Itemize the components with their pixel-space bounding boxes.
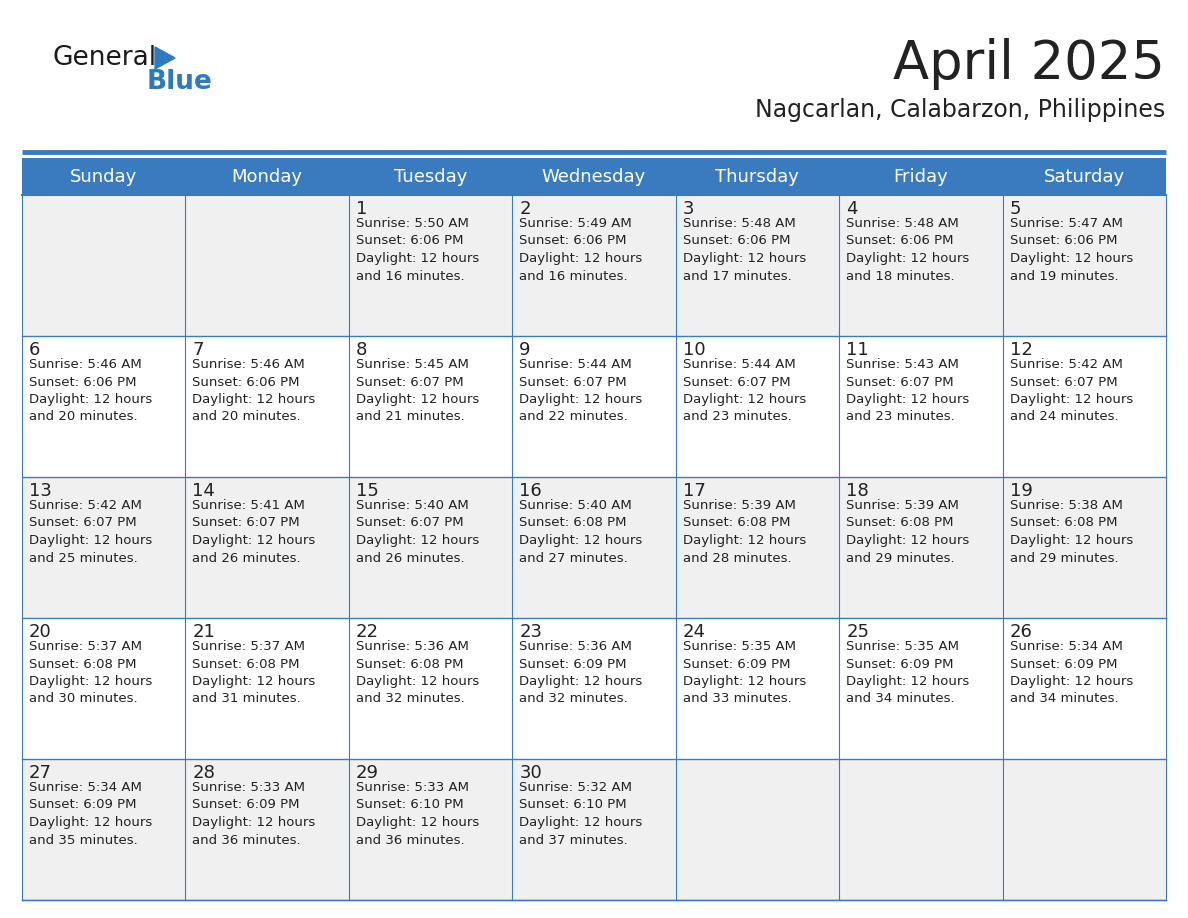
Text: Sunrise: 5:42 AM
Sunset: 6:07 PM
Daylight: 12 hours
and 24 minutes.: Sunrise: 5:42 AM Sunset: 6:07 PM Dayligh… bbox=[1010, 358, 1133, 423]
Text: 15: 15 bbox=[356, 482, 379, 500]
Text: 18: 18 bbox=[846, 482, 868, 500]
Text: Friday: Friday bbox=[893, 167, 948, 185]
Text: 22: 22 bbox=[356, 623, 379, 641]
Text: 19: 19 bbox=[1010, 482, 1032, 500]
Text: April 2025: April 2025 bbox=[893, 38, 1165, 90]
Text: Sunday: Sunday bbox=[70, 167, 138, 185]
Text: 25: 25 bbox=[846, 623, 870, 641]
Text: 6: 6 bbox=[29, 341, 40, 359]
Text: Sunrise: 5:50 AM
Sunset: 6:06 PM
Daylight: 12 hours
and 16 minutes.: Sunrise: 5:50 AM Sunset: 6:06 PM Dayligh… bbox=[356, 217, 479, 283]
Text: Sunrise: 5:43 AM
Sunset: 6:07 PM
Daylight: 12 hours
and 23 minutes.: Sunrise: 5:43 AM Sunset: 6:07 PM Dayligh… bbox=[846, 358, 969, 423]
Bar bbox=[23, 477, 1165, 618]
Text: 29: 29 bbox=[356, 764, 379, 782]
Text: 10: 10 bbox=[683, 341, 706, 359]
Text: Sunrise: 5:33 AM
Sunset: 6:09 PM
Daylight: 12 hours
and 36 minutes.: Sunrise: 5:33 AM Sunset: 6:09 PM Dayligh… bbox=[192, 781, 316, 846]
Text: Sunrise: 5:34 AM
Sunset: 6:09 PM
Daylight: 12 hours
and 34 minutes.: Sunrise: 5:34 AM Sunset: 6:09 PM Dayligh… bbox=[1010, 640, 1133, 706]
Text: Sunrise: 5:42 AM
Sunset: 6:07 PM
Daylight: 12 hours
and 25 minutes.: Sunrise: 5:42 AM Sunset: 6:07 PM Dayligh… bbox=[29, 499, 152, 565]
Text: 13: 13 bbox=[29, 482, 52, 500]
Text: Thursday: Thursday bbox=[715, 167, 800, 185]
Text: Tuesday: Tuesday bbox=[394, 167, 467, 185]
Bar bbox=[23, 618, 1165, 759]
Text: Sunrise: 5:48 AM
Sunset: 6:06 PM
Daylight: 12 hours
and 17 minutes.: Sunrise: 5:48 AM Sunset: 6:06 PM Dayligh… bbox=[683, 217, 805, 283]
Text: 2: 2 bbox=[519, 200, 531, 218]
Text: 30: 30 bbox=[519, 764, 542, 782]
Text: 21: 21 bbox=[192, 623, 215, 641]
Text: Blue: Blue bbox=[147, 69, 213, 95]
Text: 27: 27 bbox=[29, 764, 52, 782]
Bar bbox=[23, 759, 1165, 900]
Text: 14: 14 bbox=[192, 482, 215, 500]
Text: Sunrise: 5:35 AM
Sunset: 6:09 PM
Daylight: 12 hours
and 34 minutes.: Sunrise: 5:35 AM Sunset: 6:09 PM Dayligh… bbox=[846, 640, 969, 706]
Text: 9: 9 bbox=[519, 341, 531, 359]
Bar bbox=[23, 195, 1165, 336]
Text: 20: 20 bbox=[29, 623, 52, 641]
Text: 1: 1 bbox=[356, 200, 367, 218]
Text: Sunrise: 5:38 AM
Sunset: 6:08 PM
Daylight: 12 hours
and 29 minutes.: Sunrise: 5:38 AM Sunset: 6:08 PM Dayligh… bbox=[1010, 499, 1133, 565]
Text: Monday: Monday bbox=[232, 167, 303, 185]
Text: 23: 23 bbox=[519, 623, 542, 641]
Text: 26: 26 bbox=[1010, 623, 1032, 641]
Text: Saturday: Saturday bbox=[1044, 167, 1125, 185]
Text: 24: 24 bbox=[683, 623, 706, 641]
Bar bbox=[23, 336, 1165, 477]
Text: General: General bbox=[52, 45, 156, 71]
Text: Sunrise: 5:48 AM
Sunset: 6:06 PM
Daylight: 12 hours
and 18 minutes.: Sunrise: 5:48 AM Sunset: 6:06 PM Dayligh… bbox=[846, 217, 969, 283]
Polygon shape bbox=[154, 47, 175, 69]
Bar bbox=[23, 158, 1165, 195]
Text: Sunrise: 5:46 AM
Sunset: 6:06 PM
Daylight: 12 hours
and 20 minutes.: Sunrise: 5:46 AM Sunset: 6:06 PM Dayligh… bbox=[192, 358, 316, 423]
Text: 4: 4 bbox=[846, 200, 858, 218]
Text: Sunrise: 5:37 AM
Sunset: 6:08 PM
Daylight: 12 hours
and 30 minutes.: Sunrise: 5:37 AM Sunset: 6:08 PM Dayligh… bbox=[29, 640, 152, 706]
Text: Nagcarlan, Calabarzon, Philippines: Nagcarlan, Calabarzon, Philippines bbox=[754, 98, 1165, 122]
Text: Sunrise: 5:40 AM
Sunset: 6:07 PM
Daylight: 12 hours
and 26 minutes.: Sunrise: 5:40 AM Sunset: 6:07 PM Dayligh… bbox=[356, 499, 479, 565]
Text: 17: 17 bbox=[683, 482, 706, 500]
Text: Sunrise: 5:39 AM
Sunset: 6:08 PM
Daylight: 12 hours
and 29 minutes.: Sunrise: 5:39 AM Sunset: 6:08 PM Dayligh… bbox=[846, 499, 969, 565]
Text: Sunrise: 5:40 AM
Sunset: 6:08 PM
Daylight: 12 hours
and 27 minutes.: Sunrise: 5:40 AM Sunset: 6:08 PM Dayligh… bbox=[519, 499, 643, 565]
Text: Sunrise: 5:44 AM
Sunset: 6:07 PM
Daylight: 12 hours
and 22 minutes.: Sunrise: 5:44 AM Sunset: 6:07 PM Dayligh… bbox=[519, 358, 643, 423]
Text: Sunrise: 5:33 AM
Sunset: 6:10 PM
Daylight: 12 hours
and 36 minutes.: Sunrise: 5:33 AM Sunset: 6:10 PM Dayligh… bbox=[356, 781, 479, 846]
Text: Sunrise: 5:41 AM
Sunset: 6:07 PM
Daylight: 12 hours
and 26 minutes.: Sunrise: 5:41 AM Sunset: 6:07 PM Dayligh… bbox=[192, 499, 316, 565]
Text: Sunrise: 5:47 AM
Sunset: 6:06 PM
Daylight: 12 hours
and 19 minutes.: Sunrise: 5:47 AM Sunset: 6:06 PM Dayligh… bbox=[1010, 217, 1133, 283]
Text: Sunrise: 5:44 AM
Sunset: 6:07 PM
Daylight: 12 hours
and 23 minutes.: Sunrise: 5:44 AM Sunset: 6:07 PM Dayligh… bbox=[683, 358, 805, 423]
Text: Sunrise: 5:36 AM
Sunset: 6:08 PM
Daylight: 12 hours
and 32 minutes.: Sunrise: 5:36 AM Sunset: 6:08 PM Dayligh… bbox=[356, 640, 479, 706]
Text: 16: 16 bbox=[519, 482, 542, 500]
Text: Sunrise: 5:39 AM
Sunset: 6:08 PM
Daylight: 12 hours
and 28 minutes.: Sunrise: 5:39 AM Sunset: 6:08 PM Dayligh… bbox=[683, 499, 805, 565]
Text: Sunrise: 5:36 AM
Sunset: 6:09 PM
Daylight: 12 hours
and 32 minutes.: Sunrise: 5:36 AM Sunset: 6:09 PM Dayligh… bbox=[519, 640, 643, 706]
Text: 12: 12 bbox=[1010, 341, 1032, 359]
Text: 28: 28 bbox=[192, 764, 215, 782]
Text: Sunrise: 5:49 AM
Sunset: 6:06 PM
Daylight: 12 hours
and 16 minutes.: Sunrise: 5:49 AM Sunset: 6:06 PM Dayligh… bbox=[519, 217, 643, 283]
Text: Sunrise: 5:45 AM
Sunset: 6:07 PM
Daylight: 12 hours
and 21 minutes.: Sunrise: 5:45 AM Sunset: 6:07 PM Dayligh… bbox=[356, 358, 479, 423]
Text: Sunrise: 5:35 AM
Sunset: 6:09 PM
Daylight: 12 hours
and 33 minutes.: Sunrise: 5:35 AM Sunset: 6:09 PM Dayligh… bbox=[683, 640, 805, 706]
Text: Sunrise: 5:37 AM
Sunset: 6:08 PM
Daylight: 12 hours
and 31 minutes.: Sunrise: 5:37 AM Sunset: 6:08 PM Dayligh… bbox=[192, 640, 316, 706]
Text: Sunrise: 5:32 AM
Sunset: 6:10 PM
Daylight: 12 hours
and 37 minutes.: Sunrise: 5:32 AM Sunset: 6:10 PM Dayligh… bbox=[519, 781, 643, 846]
Text: 7: 7 bbox=[192, 341, 204, 359]
Text: 11: 11 bbox=[846, 341, 868, 359]
Text: 5: 5 bbox=[1010, 200, 1020, 218]
Text: Wednesday: Wednesday bbox=[542, 167, 646, 185]
Text: 3: 3 bbox=[683, 200, 694, 218]
Text: 8: 8 bbox=[356, 341, 367, 359]
Text: Sunrise: 5:34 AM
Sunset: 6:09 PM
Daylight: 12 hours
and 35 minutes.: Sunrise: 5:34 AM Sunset: 6:09 PM Dayligh… bbox=[29, 781, 152, 846]
Text: Sunrise: 5:46 AM
Sunset: 6:06 PM
Daylight: 12 hours
and 20 minutes.: Sunrise: 5:46 AM Sunset: 6:06 PM Dayligh… bbox=[29, 358, 152, 423]
